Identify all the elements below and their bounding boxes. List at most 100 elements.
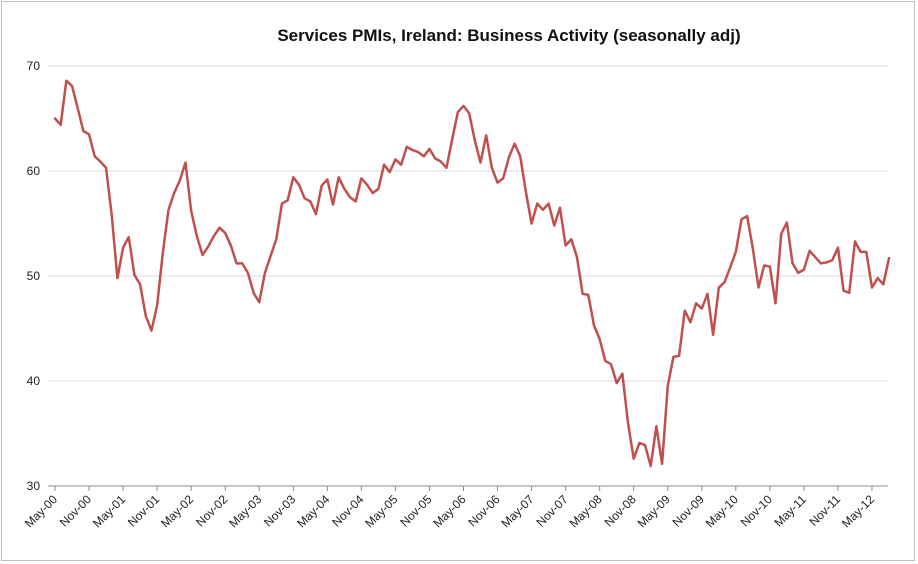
x-tick-label: May-05 <box>362 492 400 530</box>
data-point <box>337 176 339 178</box>
data-point <box>667 385 669 387</box>
data-point <box>235 262 237 264</box>
data-point <box>650 465 652 467</box>
data-point <box>105 167 107 169</box>
data-point <box>803 269 805 271</box>
data-point <box>797 272 799 274</box>
data-point <box>88 133 90 135</box>
data-point <box>462 105 464 107</box>
data-point <box>286 199 288 201</box>
data-point <box>196 235 198 237</box>
data-point <box>428 148 430 150</box>
data-point <box>162 252 164 254</box>
data-point <box>718 286 720 288</box>
x-tick-label: Nov-05 <box>397 492 434 529</box>
data-point <box>332 203 334 205</box>
data-point <box>59 124 61 126</box>
y-tick-label: 30 <box>27 479 41 493</box>
data-point <box>360 177 362 179</box>
x-tick-label: May-02 <box>158 492 196 530</box>
data-point <box>615 382 617 384</box>
data-point <box>457 111 459 113</box>
data-point <box>757 286 759 288</box>
x-tick-label: May-03 <box>226 492 264 530</box>
data-point <box>179 179 181 181</box>
data-point <box>173 192 175 194</box>
data-point <box>400 164 402 166</box>
data-point <box>644 444 646 446</box>
data-point <box>252 292 254 294</box>
data-point <box>241 262 243 264</box>
data-point <box>474 139 476 141</box>
data-point <box>190 210 192 212</box>
data-point <box>122 246 124 248</box>
data-point <box>786 221 788 223</box>
data-point <box>354 200 356 202</box>
data-point <box>116 277 118 279</box>
x-tick-label: May-09 <box>635 492 673 530</box>
data-point <box>496 181 498 183</box>
data-point <box>525 191 527 193</box>
data-point <box>94 155 96 157</box>
data-point <box>695 302 697 304</box>
x-tick-label: May-04 <box>294 492 332 530</box>
data-point <box>485 134 487 136</box>
y-tick-label: 60 <box>27 164 41 178</box>
data-point <box>848 292 850 294</box>
data-point <box>502 177 504 179</box>
data-point <box>445 167 447 169</box>
data-point <box>553 224 555 226</box>
data-point <box>71 85 73 87</box>
data-point <box>326 178 328 180</box>
data-point <box>213 235 215 237</box>
series-group <box>53 79 891 468</box>
data-point <box>564 244 566 246</box>
data-point <box>604 360 606 362</box>
data-point <box>230 244 232 246</box>
data-point <box>207 245 209 247</box>
data-point <box>411 149 413 151</box>
x-tick-label: Nov-09 <box>670 492 707 529</box>
data-point <box>576 256 578 258</box>
data-point <box>593 324 595 326</box>
data-point <box>82 130 84 132</box>
data-point <box>303 197 305 199</box>
data-point <box>76 107 78 109</box>
data-point <box>423 155 425 157</box>
data-point <box>184 161 186 163</box>
data-point <box>621 372 623 374</box>
data-point <box>842 290 844 292</box>
data-point <box>780 233 782 235</box>
data-point <box>774 302 776 304</box>
data-point <box>820 262 822 264</box>
data-point <box>808 250 810 252</box>
data-point <box>632 458 634 460</box>
data-point <box>587 294 589 296</box>
x-tick-label: May-12 <box>839 492 877 530</box>
y-tick-label: 70 <box>27 59 41 73</box>
data-point <box>610 363 612 365</box>
data-point <box>139 283 141 285</box>
data-point <box>372 192 374 194</box>
data-point <box>383 164 385 166</box>
data-point <box>167 209 169 211</box>
x-tick-label: Nov-03 <box>261 492 298 529</box>
data-point <box>865 251 867 253</box>
x-tick-label: Nov-04 <box>329 492 366 529</box>
x-axis-ticks: May-00Nov-00May-01Nov-01May-02Nov-02May-… <box>22 486 877 530</box>
x-tick-label: Nov-11 <box>806 492 843 529</box>
data-point <box>156 304 158 306</box>
x-tick-label: May-06 <box>430 492 468 530</box>
data-point <box>292 176 294 178</box>
data-point <box>627 422 629 424</box>
data-point <box>598 338 600 340</box>
data-point <box>661 463 663 465</box>
data-point <box>479 161 481 163</box>
data-point <box>854 240 856 242</box>
x-tick-label: Nov-07 <box>533 492 570 529</box>
data-point <box>298 183 300 185</box>
data-point <box>746 215 748 217</box>
data-point <box>740 218 742 220</box>
x-tick-label: Nov-06 <box>465 492 502 529</box>
